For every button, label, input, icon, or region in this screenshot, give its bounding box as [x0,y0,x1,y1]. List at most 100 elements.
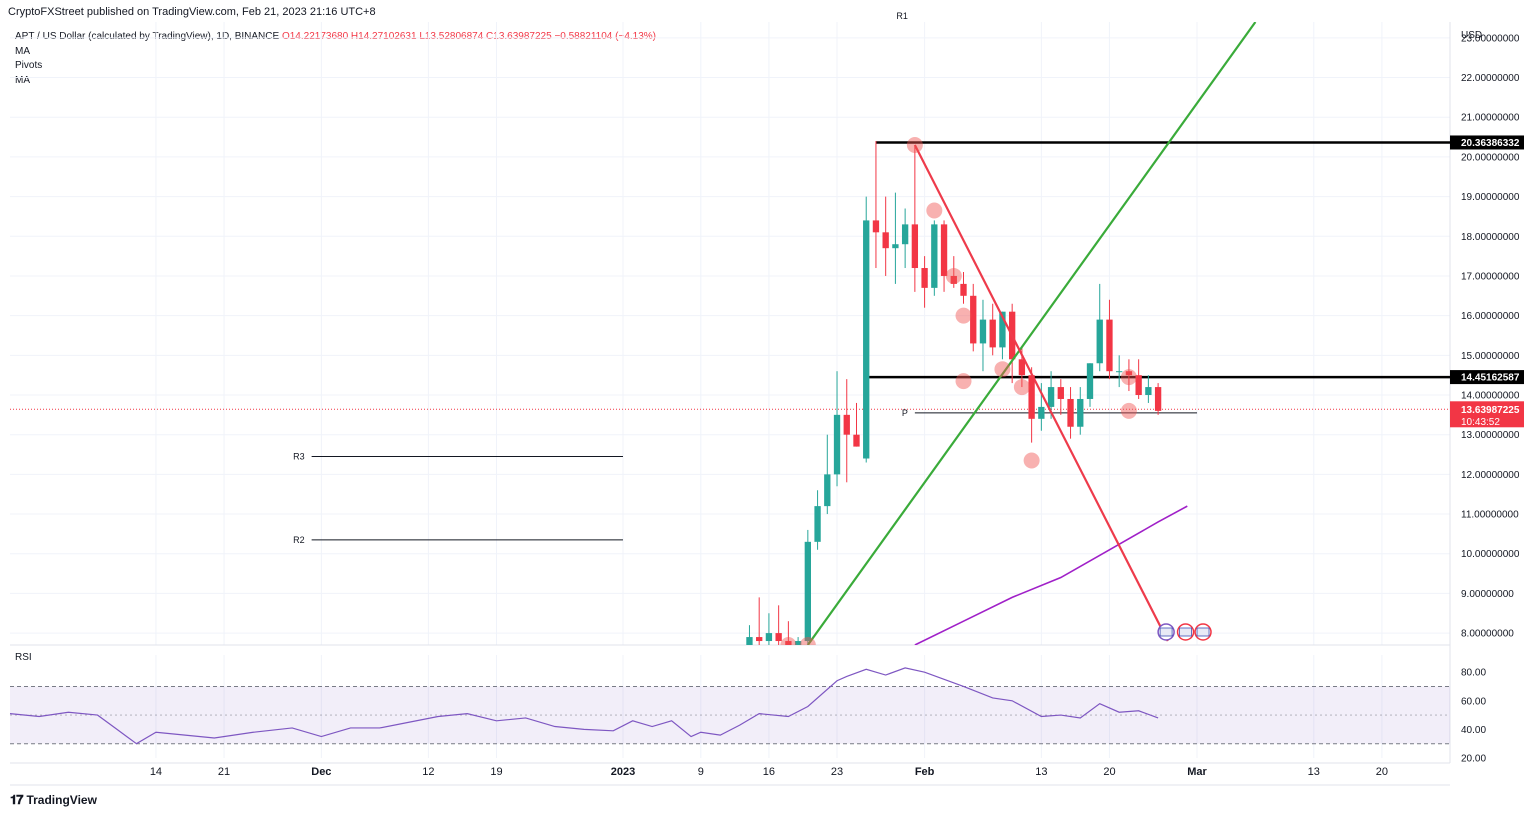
rsi-axis-tick-label: 40.00 [1461,725,1486,736]
candle-body [1067,398,1074,427]
time-axis-tick-label: 2023 [611,766,635,778]
price-axis-tick-label: 15.00000000 [1461,351,1520,362]
moving-average-line [914,505,1188,645]
time-axis-tick-label: 14 [150,766,162,778]
time-axis-tick-label: 12 [422,766,434,778]
brand-text: TradingView [26,793,97,807]
us-flag-icon[interactable] [1176,623,1195,641]
time-axis-tick-label: 13 [1035,766,1047,778]
candle-body [824,474,831,507]
current-price-label-box [1450,401,1524,428]
price-axis-title: USD [1461,30,1482,41]
level-price-label: 14.45162587 [1461,373,1520,384]
downtrend-line [913,144,1169,642]
price-axis-tick-label: 13.00000000 [1461,430,1520,441]
price-axis-tick-label: 14.00000000 [1461,391,1520,402]
earnings-icon[interactable] [1194,623,1212,641]
price-axis-tick-label: 16.00000000 [1461,311,1520,322]
candle-body [970,295,977,344]
price-axis-tick-label: 9.00000000 [1461,589,1514,600]
candle-body [1145,387,1152,396]
indicator-ma-2[interactable]: MA [15,74,30,86]
candle-body [960,283,967,296]
candle-body [979,319,987,344]
candle-body [756,637,763,642]
time-axis-tick-label: 20 [1376,766,1388,778]
us-flag-icon[interactable] [1157,623,1175,641]
rsi-axis-tick-label: 20.00 [1461,754,1486,765]
candle-body [1096,319,1103,364]
pivot-label: R3 [293,452,305,462]
event-icon-flag [1159,627,1173,637]
rsi-axis-tick-label: 80.00 [1461,668,1486,679]
time-axis-tick-label: 20 [1103,766,1115,778]
candle-body [931,224,938,288]
level-price-label-box [1450,135,1524,150]
candle-body [921,268,928,288]
candle-body [1086,363,1094,399]
indicator-ma-1[interactable]: MA [15,45,30,57]
level-price-label-box [1450,370,1524,385]
candle-body [775,633,782,642]
candle-body [989,319,996,348]
footer-brand[interactable]: 𝟏𝟕 TradingView [10,792,97,808]
candle-body [1106,319,1113,372]
candle-body [794,641,802,645]
pivot-label: R2 [293,535,305,545]
candle-body [999,311,1006,348]
rsi-axis-tick-label: 60.00 [1461,696,1486,707]
price-axis-tick-label: 18.00000000 [1461,232,1520,243]
level-price-label: 20.36386332 [1461,138,1520,149]
rsi-title: RSI [15,652,32,663]
candle-body [1135,375,1142,396]
time-axis-tick-label: 23 [831,766,843,778]
symbol-description[interactable]: APT / US Dollar (calculated by TradingVi… [15,31,280,42]
price-axis-tick-label: 17.00000000 [1461,271,1520,282]
candle-body [1154,387,1162,411]
candle-body [1057,387,1064,399]
price-axis-tick-label: 21.00000000 [1461,113,1520,124]
chart-legend: APT / US Dollar (calculated by TradingVi… [15,30,656,88]
candle-body [940,224,948,276]
candle-body [843,414,850,435]
price-axis-tick-label: 12.00000000 [1461,470,1520,481]
candle-body [892,244,899,249]
price-axis-tick-label: 20.00000000 [1461,152,1520,163]
rsi-line [9,667,1159,745]
candle-body [785,641,792,645]
touch-marker [955,307,972,324]
candle-body [1116,371,1123,373]
price-axis-tick-label: 8.00000000 [1461,629,1514,640]
time-axis-tick-label: 16 [763,766,775,778]
pivot-label: R1 [896,11,908,21]
tradingview-logo-icon: 𝟏𝟕 [10,792,24,807]
event-icon-flag [1179,627,1192,637]
touch-marker [780,637,797,645]
candle-body [1047,387,1055,407]
event-icon-flag [1196,627,1210,637]
candle-body [863,220,870,459]
main-plot-area [10,22,1450,645]
price-axis-tick-label: 22.00000000 [1461,73,1520,84]
candle-body [804,541,811,642]
bar-countdown-label: 10:43:52 [1461,417,1500,428]
candle-body [1125,371,1133,376]
candle-body [814,506,821,542]
candle-body [1018,359,1026,376]
candle-body [853,434,860,447]
candle-body [1038,406,1045,419]
touch-marker [906,137,923,154]
candle-body [746,637,753,645]
candle-body [911,224,919,269]
ohlc-values: O14.22173680 H14.27102631 L13.52806874 C… [281,31,657,42]
published-header: CryptoFXStreet published on TradingView.… [8,6,376,18]
indicator-pivots[interactable]: Pivots [15,60,43,71]
candle-body [765,633,773,642]
candle-body [950,275,957,284]
candle-body [833,414,841,475]
time-axis-tick-label: 9 [698,766,704,778]
time-axis-tick-label: Feb [915,766,935,778]
candle-body [872,220,880,233]
touch-marker [945,267,962,284]
